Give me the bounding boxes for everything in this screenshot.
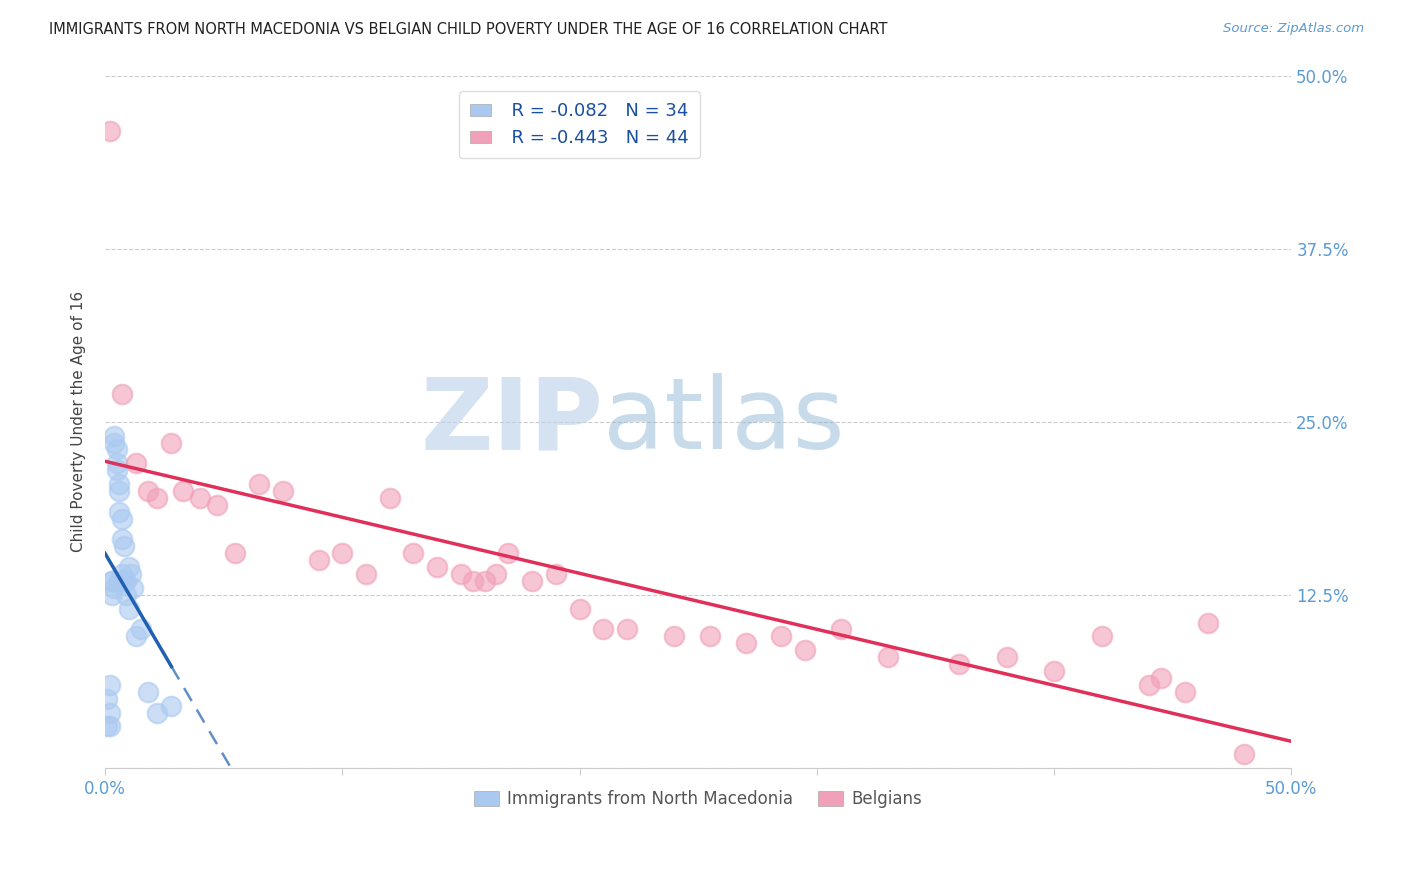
Point (188, 491, 211, 505)
Point (354, 567, 377, 582)
Point (224, 546, 246, 560)
Point (115, 574, 138, 588)
Point (96, 719, 118, 733)
Point (793, 643, 815, 657)
Point (160, 435, 183, 450)
Text: Source: ZipAtlas.com: Source: ZipAtlas.com (1223, 22, 1364, 36)
Point (125, 629, 148, 643)
Point (498, 546, 520, 560)
Point (426, 560, 449, 574)
Point (110, 511, 132, 525)
Point (330, 546, 353, 560)
Point (103, 428, 125, 442)
Point (125, 456, 148, 470)
Point (96, 691, 118, 706)
Point (98, 124, 121, 138)
Point (1043, 664, 1066, 678)
Point (115, 588, 138, 602)
Point (112, 540, 135, 554)
Point (1174, 685, 1197, 699)
Point (1090, 629, 1112, 643)
Point (118, 560, 141, 574)
Point (103, 435, 125, 450)
Point (101, 574, 124, 588)
Point (474, 574, 496, 588)
Point (378, 491, 401, 505)
Point (877, 650, 900, 665)
Point (995, 650, 1018, 665)
Point (129, 623, 152, 637)
Point (101, 574, 124, 588)
Point (112, 574, 135, 588)
Point (402, 546, 425, 560)
Point (699, 629, 721, 643)
Point (98, 706, 121, 720)
Point (1233, 747, 1256, 761)
Point (616, 623, 638, 637)
Legend: Immigrants from North Macedonia, Belgians: Immigrants from North Macedonia, Belgian… (467, 784, 929, 815)
Text: IMMIGRANTS FROM NORTH MACEDONIA VS BELGIAN CHILD POVERTY UNDER THE AGE OF 16 COR: IMMIGRANTS FROM NORTH MACEDONIA VS BELGI… (49, 22, 887, 37)
Point (110, 533, 132, 547)
Point (830, 623, 852, 637)
Point (146, 706, 169, 720)
Point (308, 553, 330, 567)
Point (592, 623, 614, 637)
Point (108, 477, 131, 491)
Y-axis label: Child Poverty Under the Age of 16: Child Poverty Under the Age of 16 (72, 291, 86, 552)
Point (485, 567, 508, 582)
Point (105, 442, 128, 457)
Point (118, 601, 141, 615)
Point (544, 567, 567, 582)
Point (136, 483, 159, 498)
Text: ZIP: ZIP (420, 373, 603, 470)
Point (136, 685, 159, 699)
Point (205, 498, 228, 512)
Point (664, 629, 686, 643)
Point (101, 588, 124, 602)
Point (948, 657, 970, 671)
Point (110, 387, 132, 401)
Point (122, 581, 145, 595)
Point (461, 574, 484, 588)
Point (160, 698, 183, 713)
Point (770, 629, 793, 643)
Point (98, 678, 121, 692)
Point (108, 483, 131, 498)
Point (1197, 615, 1219, 630)
Point (98, 719, 121, 733)
Point (108, 505, 131, 519)
Point (105, 456, 128, 470)
Point (103, 581, 125, 595)
Point (1150, 671, 1173, 685)
Point (105, 463, 128, 477)
Point (247, 477, 270, 491)
Point (172, 483, 194, 498)
Point (1137, 678, 1160, 692)
Point (568, 601, 591, 615)
Point (520, 574, 543, 588)
Point (108, 574, 131, 588)
Point (120, 567, 142, 582)
Point (146, 491, 169, 505)
Point (734, 636, 756, 650)
Point (110, 567, 132, 582)
Point (271, 483, 294, 498)
Text: atlas: atlas (603, 373, 845, 470)
Point (450, 567, 472, 582)
